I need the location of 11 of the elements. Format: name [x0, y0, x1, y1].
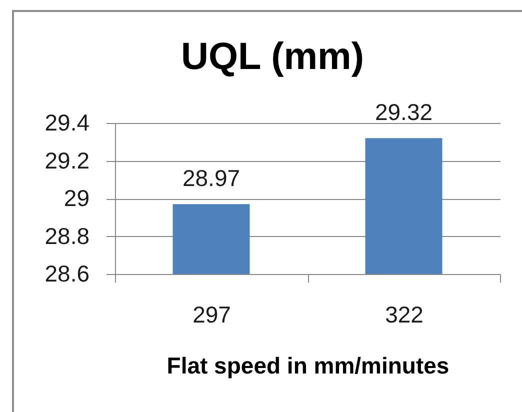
x-tick-label: 297 — [192, 302, 231, 328]
y-tick-label: 29.2 — [44, 147, 90, 174]
data-label: 28.97 — [182, 165, 240, 192]
data-label: 29.32 — [374, 99, 433, 126]
y-tick-label: 28.8 — [44, 222, 90, 249]
y-tick-label: 29 — [64, 185, 90, 211]
x-tick-label: 322 — [385, 302, 424, 328]
y-tick-label: 28.6 — [44, 260, 90, 286]
y-tick-label: 29.4 — [44, 110, 90, 136]
chart-title: UQL (mm) — [181, 36, 364, 78]
x-axis-title: Flat speed in mm/minutes — [166, 352, 450, 378]
